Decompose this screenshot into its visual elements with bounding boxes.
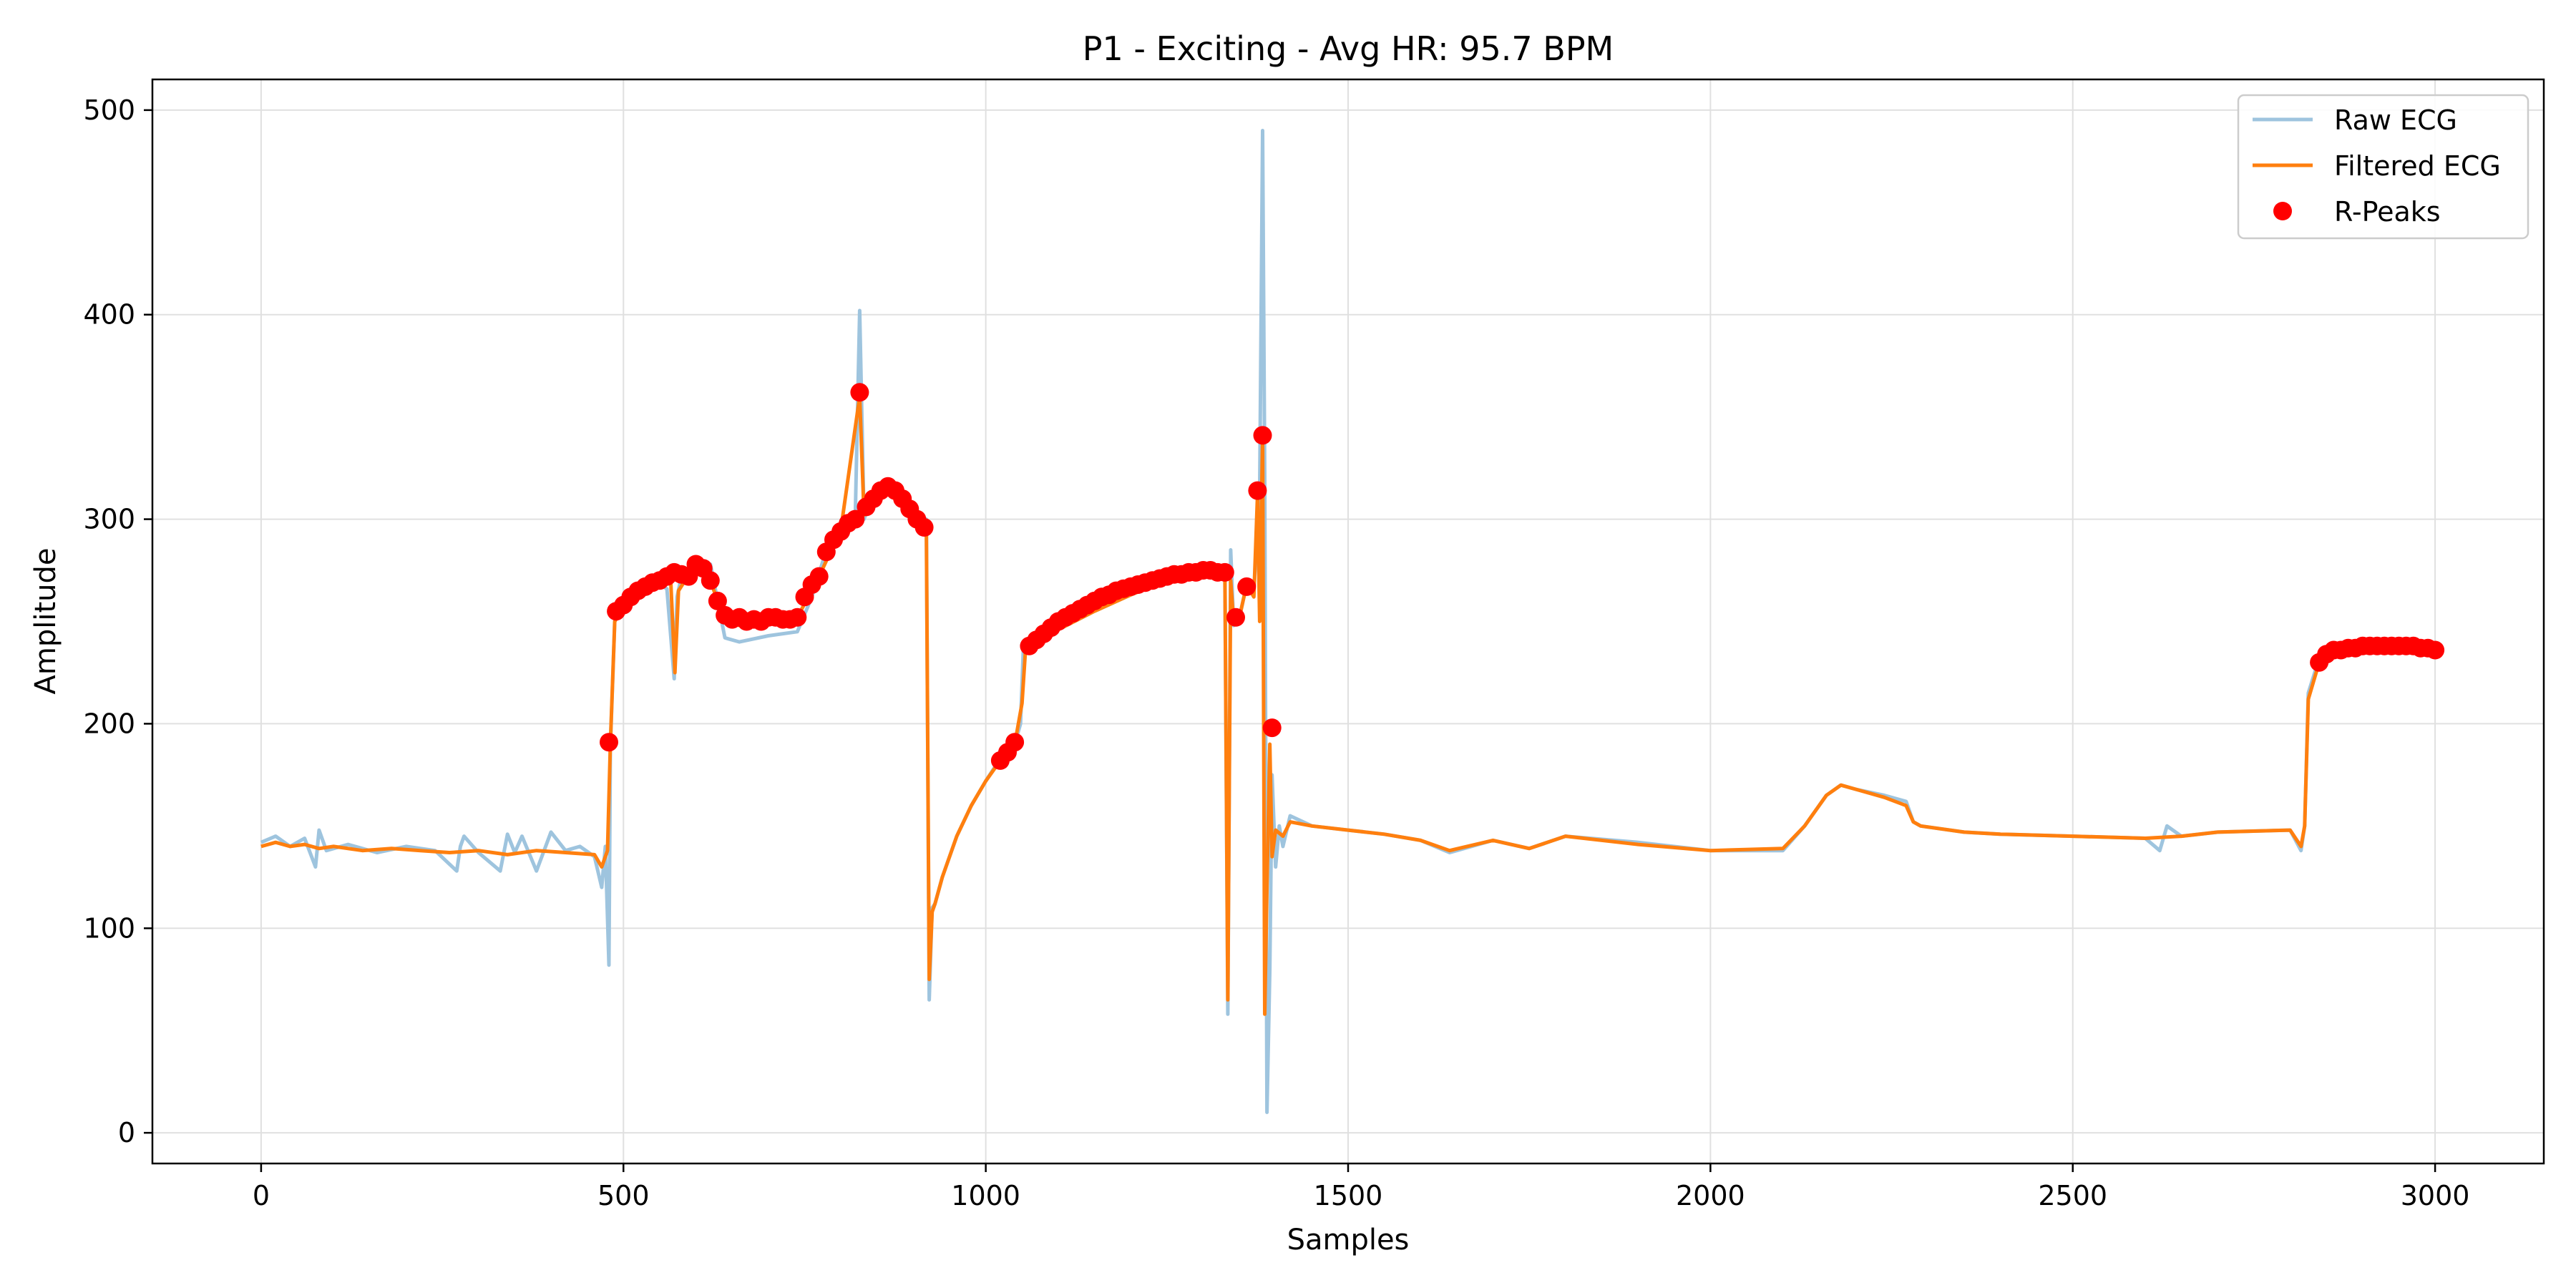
r-peak-point xyxy=(600,733,618,752)
x-tick-label: 0 xyxy=(253,1180,270,1211)
y-tick-label: 200 xyxy=(83,708,135,739)
y-tick-label: 0 xyxy=(118,1117,135,1148)
legend-box xyxy=(2237,94,2529,240)
legend-filtered-label: Filtered ECG xyxy=(2334,150,2501,182)
grid-lines xyxy=(152,79,2544,1163)
x-axis-label: Samples xyxy=(1287,1224,1410,1257)
r-peak-point xyxy=(846,509,865,529)
legend-peaks-label: R-Peaks xyxy=(2334,196,2441,228)
legend-peaks-marker xyxy=(2273,202,2292,220)
r-peak-point xyxy=(2426,640,2445,660)
r-peak-point xyxy=(788,608,807,627)
y-tick-label: 300 xyxy=(83,504,135,535)
x-tick-label: 3000 xyxy=(2401,1180,2470,1211)
r-peak-point xyxy=(1253,426,1272,445)
chart-title: P1 - Exciting - Avg HR: 95.7 BPM xyxy=(1083,29,1614,68)
y-tick-label: 500 xyxy=(83,94,135,126)
x-axis-ticks: 0 500 1000 1500 2000 2500 3000 xyxy=(253,1163,2470,1211)
legend-raw-label: Raw ECG xyxy=(2334,104,2457,136)
y-tick-label: 400 xyxy=(83,299,135,331)
y-axis-label: Amplitude xyxy=(29,548,62,695)
r-peak-point xyxy=(1262,718,1282,738)
x-tick-label: 2500 xyxy=(2038,1180,2107,1211)
r-peak-point xyxy=(701,571,720,590)
legend: Raw ECG Filtered ECG R-Peaks xyxy=(2237,94,2529,240)
r-peak-point xyxy=(708,591,727,610)
r-peak-point xyxy=(1248,481,1267,500)
x-tick-label: 1000 xyxy=(951,1180,1020,1211)
x-tick-label: 1500 xyxy=(1314,1180,1383,1211)
r-peak-point xyxy=(1215,562,1234,582)
r-peak-point xyxy=(1226,608,1245,627)
r-peak-point xyxy=(1005,733,1025,752)
x-tick-label: 500 xyxy=(597,1180,650,1211)
x-tick-label: 2000 xyxy=(1676,1180,1745,1211)
r-peak-point xyxy=(850,383,869,402)
r-peak-point xyxy=(1237,577,1257,596)
r-peak-point xyxy=(809,567,829,586)
y-tick-label: 100 xyxy=(83,912,135,944)
series-r-peaks xyxy=(600,383,2445,770)
y-axis-ticks: 0 100 200 300 400 500 xyxy=(83,94,152,1148)
r-peak-point xyxy=(914,518,934,537)
